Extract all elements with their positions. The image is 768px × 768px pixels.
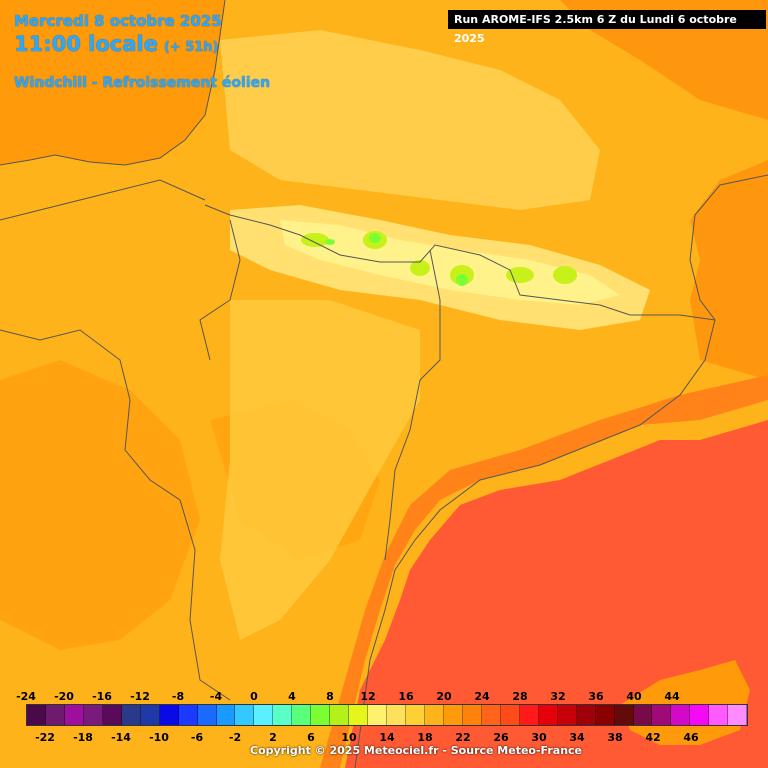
legend-tick-top: -8 — [171, 690, 185, 703]
legend-tick-bottom: 30 — [531, 731, 547, 744]
legend-swatch — [406, 705, 426, 725]
legend-swatch — [595, 705, 615, 725]
run-info-box: Run AROME-IFS 2.5km 6 Z du Lundi 6 octob… — [448, 10, 766, 45]
legend-swatch — [159, 705, 179, 725]
legend-swatch — [254, 705, 274, 725]
legend-swatch — [557, 705, 577, 725]
legend-tick-top: 16 — [398, 690, 414, 703]
color-scale-legend — [26, 704, 748, 726]
legend-swatch — [633, 705, 653, 725]
legend-tick-top: 24 — [474, 690, 490, 703]
coastal-band — [320, 375, 768, 768]
legend-tick-bottom: 38 — [607, 731, 623, 744]
legend-tick-top: 28 — [512, 690, 528, 703]
legend-swatch — [197, 705, 217, 725]
legend-swatch — [481, 705, 501, 725]
forecast-time-label: 11:00 locale — [14, 32, 158, 56]
legend-tick-top: 44 — [664, 690, 680, 703]
legend-swatch — [387, 705, 407, 725]
legend-tick-top: 20 — [436, 690, 452, 703]
legend-swatch — [140, 705, 160, 725]
forecast-lead: (+ 51h) — [163, 40, 219, 55]
legend-swatch — [671, 705, 691, 725]
atlantic-sea — [0, 0, 225, 165]
legend-tick-bottom: 34 — [569, 731, 585, 744]
legend-tick-bottom: -22 — [35, 731, 55, 744]
legend-swatch — [538, 705, 558, 725]
interior-warm — [0, 360, 200, 650]
legend-tick-top: -20 — [54, 690, 74, 703]
legend-tick-top: 12 — [360, 690, 376, 703]
iberian-plateau — [220, 300, 420, 640]
legend-tick-top: 40 — [626, 690, 642, 703]
legend-tick-top: 8 — [326, 690, 334, 703]
legend-swatch — [121, 705, 141, 725]
legend-swatch — [728, 705, 748, 725]
legend-swatch — [311, 705, 331, 725]
legend-tick-top: 0 — [250, 690, 258, 703]
legend-tick-bottom: 22 — [455, 731, 471, 744]
legend-tick-bottom: 14 — [379, 731, 395, 744]
legend-tick-bottom: -18 — [73, 731, 93, 744]
legend-swatch — [519, 705, 539, 725]
france-southeast — [560, 0, 768, 380]
legend-tick-top: 36 — [588, 690, 604, 703]
legend-tick-top: 4 — [288, 690, 296, 703]
legend-tick-bottom: 46 — [683, 731, 699, 744]
forecast-time: 11:00 locale (+ 51h) — [14, 32, 219, 56]
legend-swatch — [27, 705, 46, 725]
legend-swatch — [709, 705, 729, 725]
parameter-label: Windchill - Refroissement éolien — [14, 75, 271, 91]
legend-tick-bottom: 2 — [269, 731, 277, 744]
legend-swatch — [500, 705, 520, 725]
legend-tick-top: -16 — [92, 690, 112, 703]
copyright-text: Copyright © 2025 Meteociel.fr - Source M… — [250, 744, 583, 757]
north-cool-band — [220, 30, 600, 210]
legend-swatch — [64, 705, 84, 725]
legend-swatch — [349, 705, 369, 725]
legend-swatch — [330, 705, 350, 725]
legend-swatch — [576, 705, 596, 725]
legend-tick-bottom: 26 — [493, 731, 509, 744]
legend-tick-top: 32 — [550, 690, 566, 703]
legend-tick-bottom: -6 — [190, 731, 204, 744]
legend-swatch — [425, 705, 444, 725]
legend-swatch — [216, 705, 236, 725]
legend-swatch — [235, 705, 255, 725]
legend-tick-bottom: -10 — [149, 731, 169, 744]
legend-tick-bottom: 18 — [417, 731, 433, 744]
legend-tick-top: -24 — [16, 690, 36, 703]
legend-tick-top: -4 — [209, 690, 223, 703]
legend-swatch — [102, 705, 122, 725]
legend-tick-bottom: 10 — [341, 731, 357, 744]
legend-tick-bottom: -2 — [228, 731, 242, 744]
legend-swatch — [690, 705, 710, 725]
legend-swatch — [292, 705, 312, 725]
legend-swatch — [178, 705, 198, 725]
legend-swatch — [83, 705, 103, 725]
legend-swatch — [45, 705, 65, 725]
legend-swatch — [652, 705, 672, 725]
mountain-highest — [325, 233, 468, 286]
legend-swatch — [614, 705, 634, 725]
legend-tick-bottom: 6 — [307, 731, 315, 744]
legend-tick-top: -12 — [130, 690, 150, 703]
legend-tick-bottom: -14 — [111, 731, 131, 744]
legend-swatch — [273, 705, 293, 725]
legend-swatch — [443, 705, 463, 725]
legend-swatch — [368, 705, 388, 725]
legend-swatch — [462, 705, 482, 725]
legend-tick-bottom: 42 — [645, 731, 661, 744]
forecast-date: Mercredi 8 octobre 2025 — [14, 12, 222, 30]
